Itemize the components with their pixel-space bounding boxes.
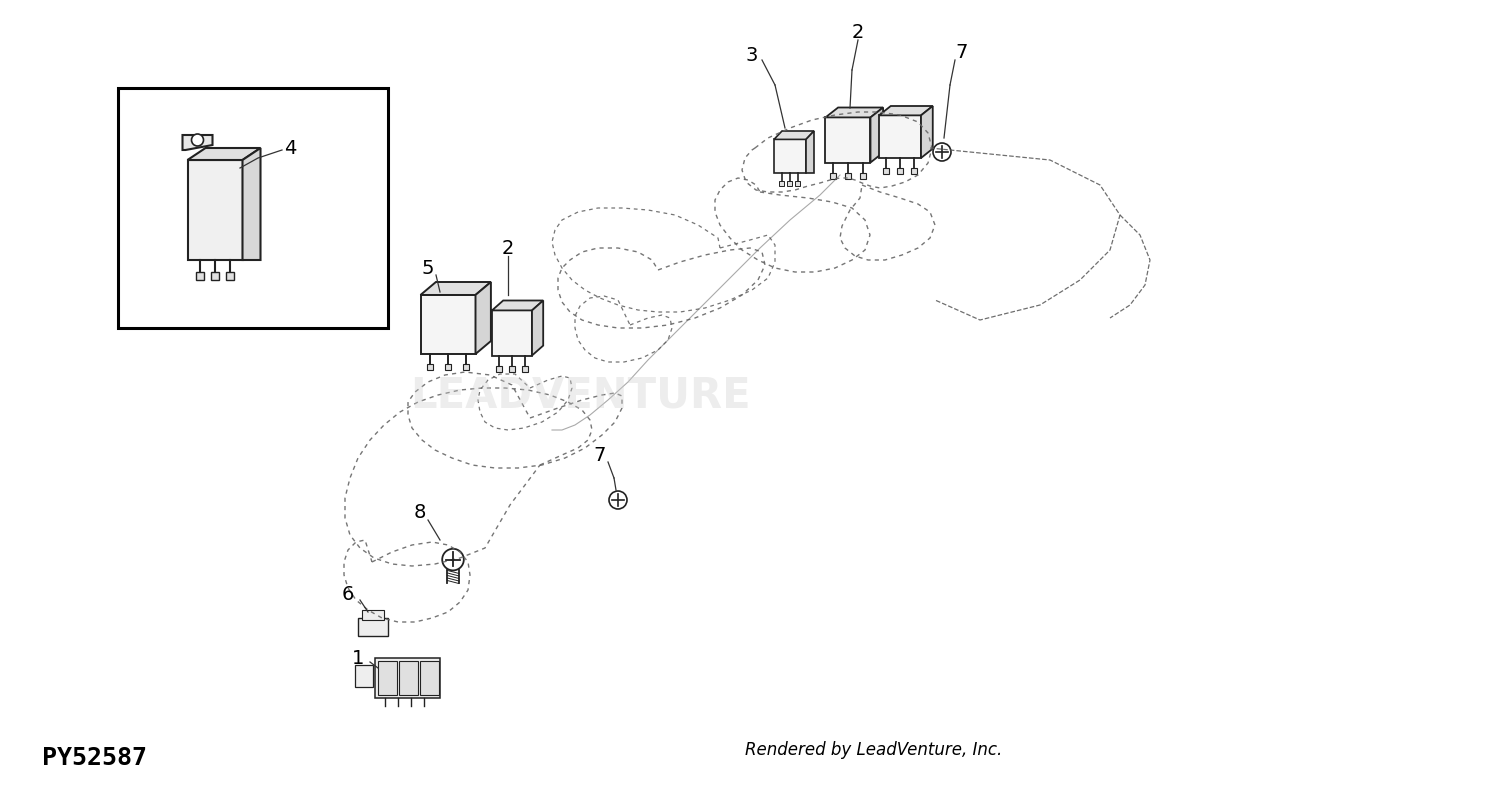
Bar bbox=[188, 160, 243, 260]
Bar bbox=[464, 364, 470, 370]
Bar bbox=[118, 88, 388, 328]
Text: 4: 4 bbox=[284, 139, 296, 158]
Bar bbox=[774, 139, 806, 173]
Text: 2: 2 bbox=[852, 22, 864, 41]
Bar bbox=[844, 173, 850, 178]
Bar bbox=[375, 658, 440, 698]
Polygon shape bbox=[243, 148, 261, 260]
Polygon shape bbox=[492, 300, 543, 310]
Bar bbox=[884, 168, 890, 174]
Text: Rendered by LeadVenture, Inc.: Rendered by LeadVenture, Inc. bbox=[746, 741, 1002, 759]
Polygon shape bbox=[921, 106, 933, 158]
Bar bbox=[897, 168, 903, 174]
Bar bbox=[780, 181, 784, 186]
Text: 7: 7 bbox=[956, 43, 968, 62]
Polygon shape bbox=[188, 148, 261, 160]
Bar bbox=[358, 618, 388, 636]
Polygon shape bbox=[183, 135, 213, 150]
Polygon shape bbox=[774, 131, 814, 139]
Bar bbox=[420, 661, 440, 695]
Bar bbox=[522, 365, 528, 371]
Bar bbox=[859, 173, 865, 178]
Bar bbox=[399, 661, 418, 695]
Polygon shape bbox=[825, 108, 884, 117]
Polygon shape bbox=[879, 106, 933, 116]
Text: 3: 3 bbox=[746, 45, 758, 64]
Polygon shape bbox=[870, 108, 883, 162]
Text: 2: 2 bbox=[503, 238, 515, 257]
Text: 5: 5 bbox=[422, 258, 435, 277]
Polygon shape bbox=[420, 282, 491, 295]
Text: 1: 1 bbox=[352, 649, 364, 668]
Text: 7: 7 bbox=[594, 445, 606, 464]
Text: 6: 6 bbox=[342, 585, 354, 604]
Text: LEADVENTURE: LEADVENTURE bbox=[410, 374, 750, 416]
Bar bbox=[362, 610, 384, 620]
Bar bbox=[492, 310, 532, 356]
Bar bbox=[420, 295, 476, 354]
Polygon shape bbox=[532, 300, 543, 356]
Bar bbox=[795, 181, 801, 186]
Bar bbox=[879, 116, 921, 158]
Bar bbox=[378, 661, 398, 695]
Bar bbox=[495, 365, 501, 371]
Bar bbox=[910, 168, 916, 174]
Bar bbox=[426, 364, 432, 370]
Bar bbox=[825, 117, 870, 162]
Bar bbox=[211, 272, 219, 280]
Polygon shape bbox=[476, 282, 490, 354]
Polygon shape bbox=[806, 131, 814, 173]
Text: PY52587: PY52587 bbox=[42, 746, 147, 770]
Bar bbox=[356, 665, 374, 687]
Circle shape bbox=[192, 134, 204, 146]
Bar bbox=[830, 173, 836, 178]
Text: 8: 8 bbox=[414, 502, 426, 521]
Bar bbox=[788, 181, 792, 186]
Bar bbox=[446, 364, 452, 370]
Bar bbox=[509, 365, 515, 371]
Bar bbox=[196, 272, 204, 280]
Bar bbox=[226, 272, 234, 280]
